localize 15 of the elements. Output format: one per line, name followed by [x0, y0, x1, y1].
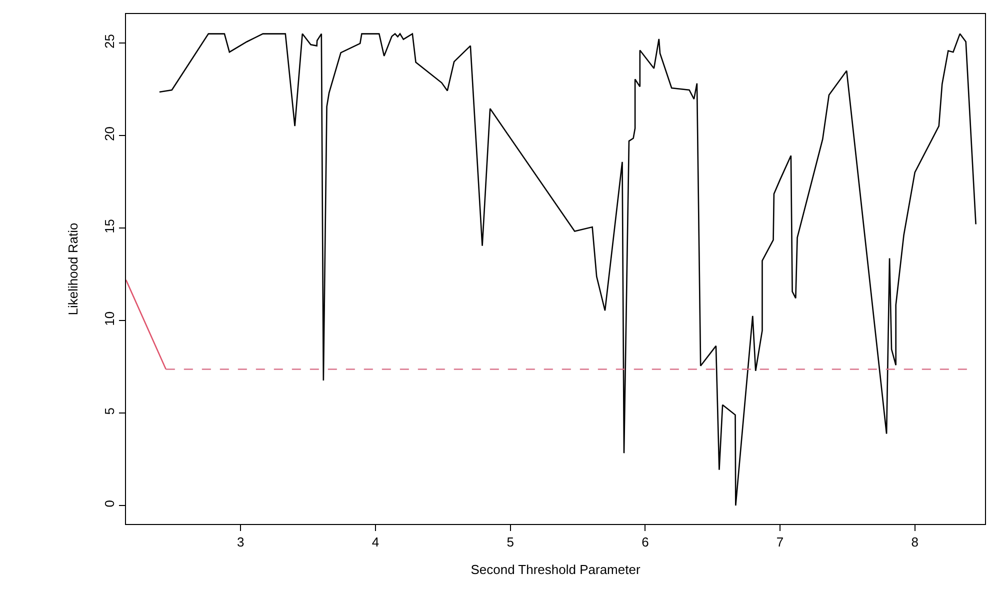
x-tick-label: 3 [237, 534, 244, 550]
x-tick-label: 8 [911, 534, 918, 550]
x-tick-label: 7 [776, 534, 784, 550]
line-series [158, 33, 976, 506]
x-axis-title: Second Threshold Parameter [470, 562, 641, 578]
x-tick-label: 4 [372, 534, 380, 550]
y-tick-label: 20 [102, 126, 117, 141]
x-tick-label: 6 [642, 534, 649, 550]
x-tick-label: 5 [506, 534, 514, 550]
y-tick-label: 10 [102, 311, 117, 326]
y-tick-label: 5 [102, 407, 117, 415]
y-tick-label: 15 [102, 218, 117, 234]
y-axis-title: Likelihood Ratio [66, 222, 81, 316]
y-tick-label: 0 [102, 500, 117, 508]
y-tick-label: 25 [102, 34, 117, 49]
